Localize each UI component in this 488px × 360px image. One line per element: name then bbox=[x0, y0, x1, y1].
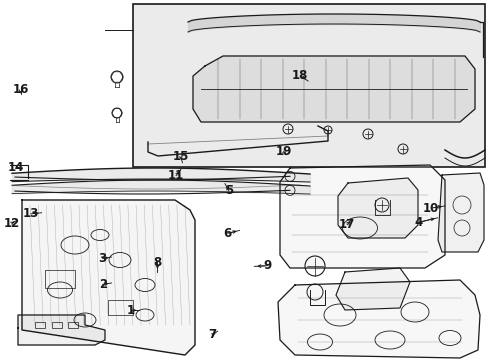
Polygon shape bbox=[193, 56, 474, 122]
Polygon shape bbox=[22, 200, 195, 355]
Text: 7: 7 bbox=[208, 328, 216, 341]
Polygon shape bbox=[18, 315, 105, 345]
Text: 16: 16 bbox=[12, 83, 29, 96]
Polygon shape bbox=[337, 178, 417, 238]
Polygon shape bbox=[278, 280, 479, 358]
Text: 18: 18 bbox=[291, 69, 308, 82]
Text: 8: 8 bbox=[153, 256, 161, 269]
Text: 6: 6 bbox=[224, 227, 231, 240]
Bar bbox=[108, 300, 133, 315]
Text: 2: 2 bbox=[99, 278, 106, 291]
Text: 5: 5 bbox=[224, 184, 232, 197]
Text: 9: 9 bbox=[264, 259, 271, 272]
Text: 15: 15 bbox=[172, 150, 189, 163]
Text: 4: 4 bbox=[413, 216, 421, 229]
Text: 13: 13 bbox=[22, 207, 39, 220]
Bar bbox=[68, 322, 78, 328]
Polygon shape bbox=[335, 268, 409, 310]
Text: 19: 19 bbox=[275, 145, 291, 158]
Text: 11: 11 bbox=[167, 169, 184, 182]
Bar bbox=[133, 4, 484, 167]
Text: 3: 3 bbox=[99, 252, 106, 265]
Text: 1: 1 bbox=[127, 304, 135, 317]
Text: 17: 17 bbox=[338, 218, 355, 231]
Polygon shape bbox=[437, 173, 483, 252]
Bar bbox=[45, 270, 75, 288]
Text: 12: 12 bbox=[3, 217, 20, 230]
Bar bbox=[35, 322, 45, 328]
Text: 10: 10 bbox=[422, 202, 439, 215]
Bar bbox=[52, 322, 62, 328]
Polygon shape bbox=[280, 165, 444, 268]
Text: 14: 14 bbox=[8, 161, 24, 174]
